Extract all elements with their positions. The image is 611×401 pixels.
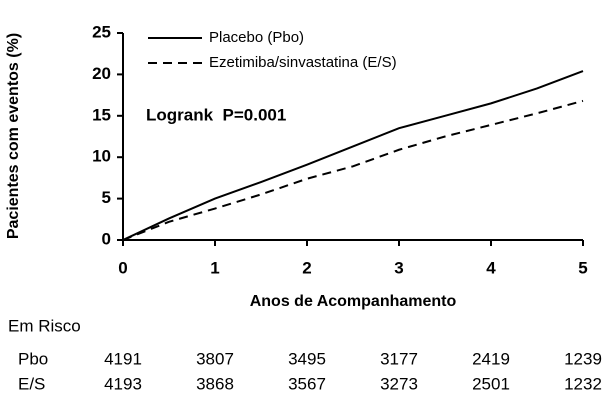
series-line [122,99,584,241]
at-risk-value: 3495 [288,349,326,368]
y-tick-label: 10 [92,147,111,166]
y-tick-label: 20 [92,64,111,83]
at-risk-value: 3807 [196,349,234,368]
y-tick-label: 25 [92,22,111,41]
legend-label: Placebo (Pbo) [209,29,304,46]
at-risk-value: 1232 [564,374,602,393]
x-tick-label: 3 [394,258,403,277]
x-tick-label: 4 [486,258,496,277]
at-risk-value: 3868 [196,374,234,393]
y-axis-title: Pacientes com eventos (%) [5,33,22,239]
at-risk-value: 4191 [104,349,142,368]
annotation: Logrank P=0.001 [146,105,286,124]
series-line [122,70,584,241]
y-tick-label: 15 [92,105,111,124]
at-risk-row-label: Pbo [18,349,48,368]
legend-label: Ezetimiba/sinvastatina (E/S) [209,54,397,71]
x-tick-label: 0 [118,258,127,277]
at-risk-value: 1239 [564,349,602,368]
at-risk-value: 4193 [104,374,142,393]
x-tick-label: 2 [302,258,311,277]
at-risk-value: 2419 [472,349,510,368]
at-risk-value: 3567 [288,374,326,393]
at-risk-value: 2501 [472,374,510,393]
x-tick-label: 5 [578,258,587,277]
x-axis-title: Anos de Acompanhamento [250,293,457,310]
y-tick-label: 5 [102,188,111,207]
at-risk-value: 3273 [380,374,418,393]
y-tick-label: 0 [102,229,111,248]
at-risk-title: Em Risco [8,316,81,335]
at-risk-value: 3177 [380,349,418,368]
x-tick-label: 1 [210,258,219,277]
at-risk-row-label: E/S [18,374,45,393]
